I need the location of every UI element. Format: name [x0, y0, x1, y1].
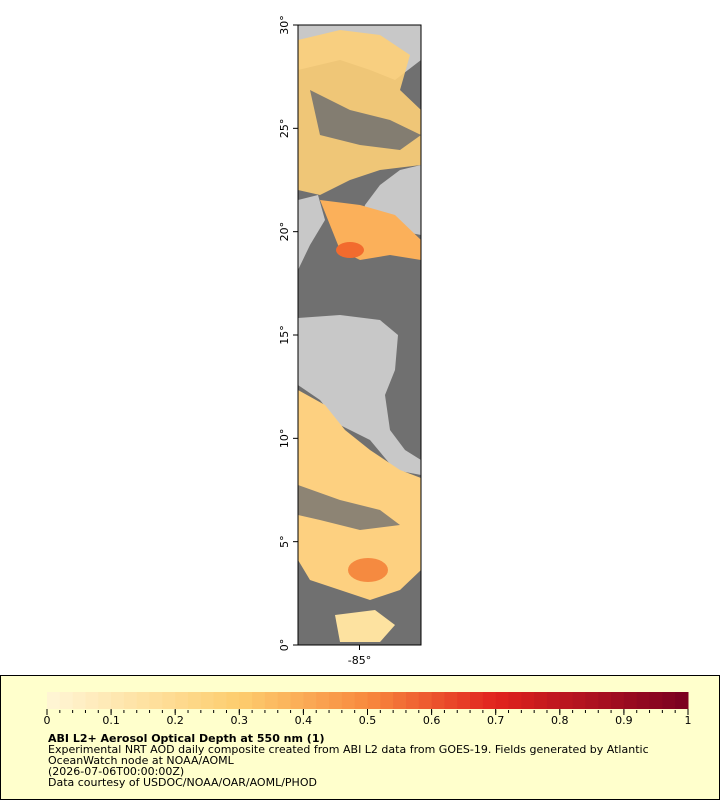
colorbar-step: [482, 692, 497, 709]
land: [298, 195, 325, 270]
map: [297, 24, 422, 646]
colorbar-tick-label: 0.8: [551, 714, 569, 727]
colorbar-step: [136, 692, 151, 709]
land: [298, 315, 421, 475]
colorbar-step: [149, 692, 163, 709]
colorbar-step: [188, 692, 202, 709]
colorbar-step: [662, 692, 676, 709]
colorbar-step: [649, 692, 663, 709]
colorbar-step: [341, 692, 356, 709]
colorbar-step: [354, 692, 368, 709]
colorbar-step: [47, 692, 61, 709]
lat-tick-label: 25°: [278, 119, 291, 139]
colorbar-step: [123, 692, 138, 709]
legend-title: ABI L2+ Aerosol Optical Depth at 550 nm …: [48, 732, 325, 745]
colorbar-step: [162, 692, 176, 709]
colorbar-tick-label: 0.5: [359, 714, 377, 727]
no-data-patch: [298, 485, 400, 530]
colorbar-step: [495, 692, 510, 709]
colorbar-step: [444, 692, 458, 709]
colorbar-tick-label: 0.6: [423, 714, 441, 727]
lat-tick-label: 5°: [278, 535, 291, 548]
colorbar-step: [200, 692, 215, 709]
colorbar-step: [418, 692, 433, 709]
lat-tick-label: 15°: [278, 325, 291, 345]
lat-tick-label: 30°: [278, 15, 291, 35]
lon-tick-label: -85°: [348, 654, 371, 667]
legend-line: Experimental NRT AOD daily composite cre…: [48, 743, 649, 756]
legend-line: Data courtesy of USDOC/NOAA/OAR/AOML/PHO…: [48, 776, 317, 789]
legend-line: (2026-07-06T00:00:00Z): [48, 765, 184, 778]
colorbar-step: [59, 692, 74, 709]
aerosol-field: [348, 558, 388, 582]
colorbar-step: [546, 692, 561, 709]
colorbar-step: [98, 692, 112, 709]
map-axes: 30° 25° 20° 15° 10° 5° 0° -85°: [278, 15, 371, 667]
colorbar-step: [431, 692, 445, 709]
colorbar-step: [636, 692, 651, 709]
colorbar-step: [380, 692, 394, 709]
colorbar-tick-label: 0.4: [295, 714, 313, 727]
colorbar-step: [111, 692, 125, 709]
colorbar-step: [367, 692, 381, 709]
colorbar-step: [572, 692, 586, 709]
colorbar-step: [623, 692, 638, 709]
colorbar-step: [598, 692, 612, 709]
colorbar-step: [534, 692, 548, 709]
colorbar-step: [611, 692, 625, 709]
colorbar-step: [252, 692, 266, 709]
colorbar-step: [559, 692, 574, 709]
colorbar-step: [175, 692, 189, 709]
aerosol-field: [335, 610, 395, 642]
colorbar-step: [329, 692, 343, 709]
aerosol-field: [298, 390, 421, 600]
aerosol-field: [336, 242, 364, 258]
colorbar-tick-label: 0.2: [166, 714, 184, 727]
colorbar-step: [290, 692, 304, 709]
colorbar-step: [264, 692, 279, 709]
colorbar-step: [213, 692, 227, 709]
colorbar-step: [508, 692, 522, 709]
colorbar-step: [470, 692, 484, 709]
colorbar-step: [303, 692, 317, 709]
lat-tick-label: 20°: [278, 222, 291, 242]
legend-line: OceanWatch node at NOAA/AOML: [48, 754, 235, 767]
colorbar-tick-label: 0.9: [615, 714, 633, 727]
colorbar-step: [457, 692, 471, 709]
colorbar-tick-label: 0.3: [231, 714, 249, 727]
colorbar-tick-label: 0.1: [102, 714, 120, 727]
lat-tick-label: 0°: [278, 639, 291, 652]
colorbar-step: [239, 692, 253, 709]
colorbar-step: [675, 692, 689, 709]
no-data-patch: [310, 90, 421, 150]
colorbar-tick-label: 1: [685, 714, 692, 727]
colorbar-step: [277, 692, 292, 709]
colorbar-step: [521, 692, 535, 709]
colorbar-step: [405, 692, 420, 709]
colorbar-step: [85, 692, 99, 709]
colorbar-step: [316, 692, 330, 709]
colorbar-step: [72, 692, 86, 709]
colorbar-step: [226, 692, 240, 709]
lat-tick-label: 10°: [278, 429, 291, 449]
colorbar-step: [393, 692, 407, 709]
colorbar-tick-label: 0.7: [487, 714, 505, 727]
colorbar: 0 0.1 0.2 0.3 0.4 0.5 0.6 0.7 0.8 0.9 1: [44, 692, 692, 727]
colorbar-tick-label: 0: [44, 714, 51, 727]
colorbar-step: [585, 692, 599, 709]
